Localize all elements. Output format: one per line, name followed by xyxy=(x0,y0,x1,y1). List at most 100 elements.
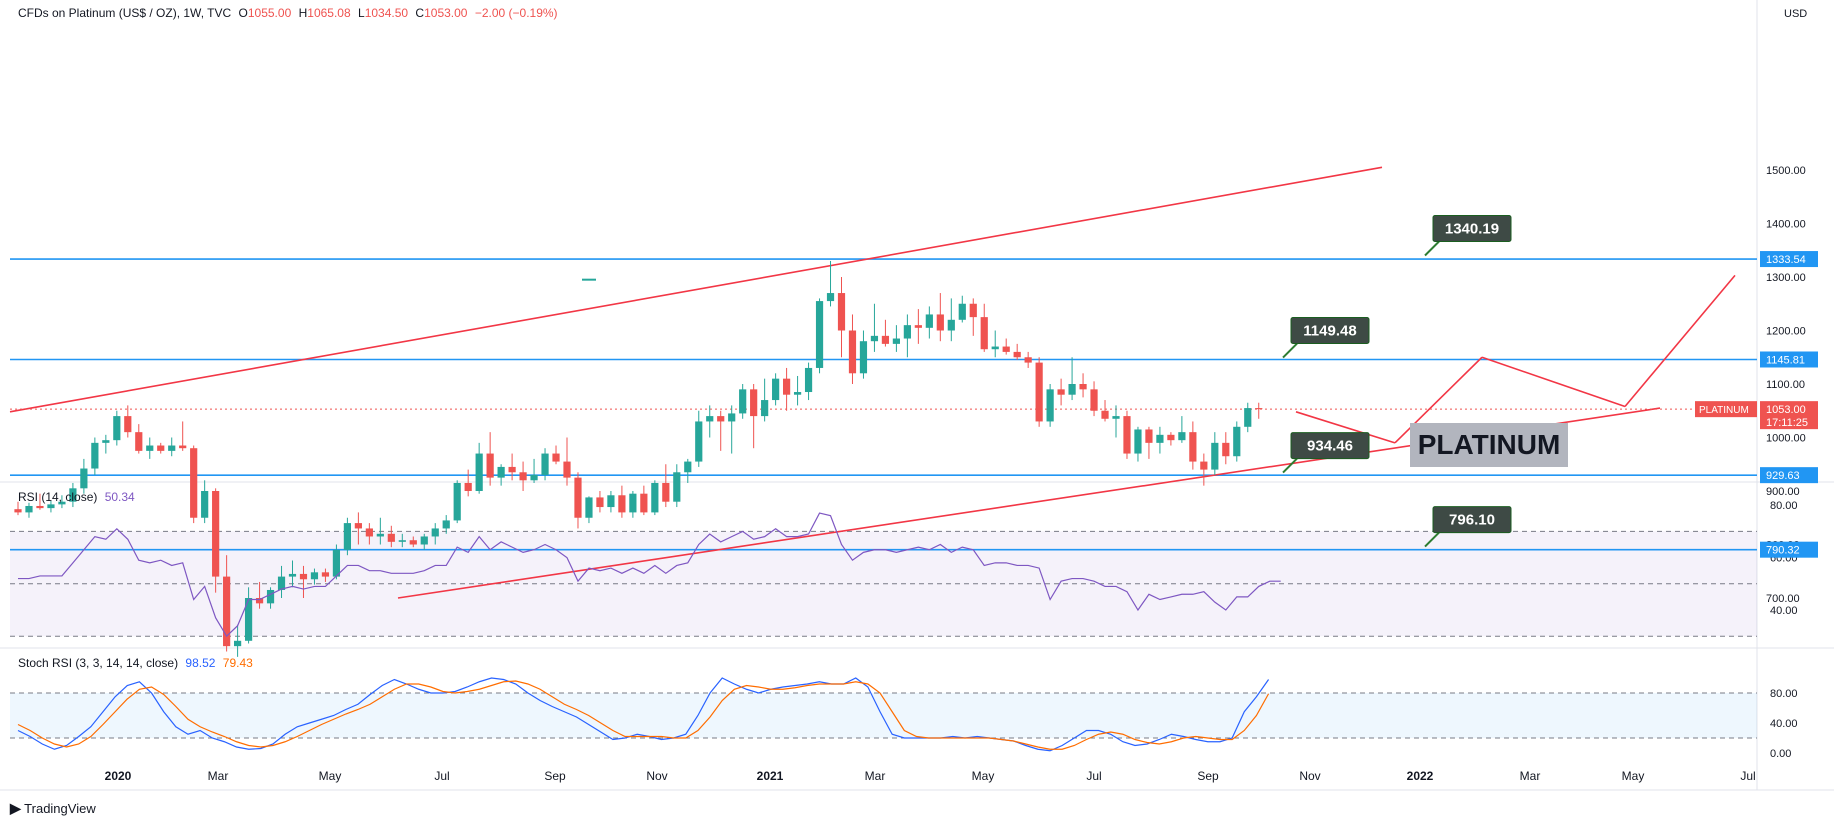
candle-body xyxy=(157,445,165,451)
candle-body xyxy=(859,341,868,374)
candle-body xyxy=(1145,429,1153,443)
tradingview-logo[interactable]: ▶ TradingView xyxy=(10,800,96,817)
candle-body xyxy=(1035,362,1043,422)
last-price-tag xyxy=(1760,401,1818,430)
candle-body xyxy=(1068,384,1076,395)
time-tick-label: Jul xyxy=(1086,769,1101,783)
candle-body xyxy=(14,509,22,513)
candle-body xyxy=(475,453,483,491)
price-tick-label: 1000.00 xyxy=(1766,433,1806,445)
candle-body xyxy=(1189,432,1197,462)
candle-body xyxy=(201,491,209,518)
candle-body xyxy=(673,472,681,502)
projection-line xyxy=(1624,274,1736,407)
candle-body xyxy=(980,317,988,350)
channel-upper-line xyxy=(9,166,1383,413)
candle-body xyxy=(804,367,813,393)
candle-body xyxy=(146,445,154,451)
stoch-k-line xyxy=(17,677,1270,752)
price-callouts[interactable]: 1340.19 1149.48 934.46 796.10 PLATINUM xyxy=(1282,214,1568,548)
time-tick-label: May xyxy=(319,769,342,783)
candle-body xyxy=(991,346,999,350)
candle-body xyxy=(936,314,944,331)
candle-body xyxy=(793,392,802,395)
candle-body xyxy=(113,416,121,441)
time-tick-label: Mar xyxy=(208,769,229,783)
rsi-legend: RSI (14, close) 50.34 xyxy=(18,490,139,504)
candle-body xyxy=(47,504,55,509)
stoch-legend: Stoch RSI (3, 3, 14, 14, close) 98.52 79… xyxy=(18,656,257,670)
symbol-name-tag-text: PLATINUM xyxy=(1699,405,1749,416)
time-tick-label: Jul xyxy=(1740,769,1755,783)
candle-body xyxy=(1046,389,1054,422)
close-value: 1053.00 xyxy=(424,6,468,20)
candle-body xyxy=(343,523,351,550)
candle-body xyxy=(420,536,428,545)
candle-body xyxy=(1013,351,1021,358)
projection-line xyxy=(1481,356,1626,408)
time-tick-label: Mar xyxy=(865,769,886,783)
candle-body xyxy=(684,461,692,473)
rsi-series xyxy=(18,512,1281,638)
candle-body xyxy=(1244,408,1252,427)
candle-body xyxy=(464,482,472,491)
candle-body xyxy=(223,576,231,647)
candle-body xyxy=(25,505,33,513)
candle-body xyxy=(1156,434,1164,443)
price-axis[interactable]: 1500.00 1400.00 1300.00 1200.00 1100.00 1000.… xyxy=(1695,165,1818,760)
candle-body xyxy=(596,497,604,508)
change-value: −2.00 (−0.19%) xyxy=(474,6,558,20)
candle-body xyxy=(519,472,527,481)
time-axis[interactable]: 2020 Mar May Jul Sep Nov 2021 Mar May Jul Sep Nov 20… xyxy=(105,769,1756,783)
candle-body xyxy=(497,466,505,478)
rsi-tick-label: 80.00 xyxy=(1770,500,1798,512)
symbol-name-tag xyxy=(1695,401,1757,418)
candle-body xyxy=(168,445,176,451)
stoch-tick-label: 0.00 xyxy=(1770,748,1791,760)
candle-body xyxy=(717,416,725,422)
level-price-tag xyxy=(1760,467,1818,484)
low-label: L xyxy=(358,6,365,20)
candle-body xyxy=(124,416,132,433)
candle-body xyxy=(1101,410,1109,419)
stoch-d-value: 79.43 xyxy=(222,656,253,670)
horizontal-levels[interactable] xyxy=(10,258,1757,551)
candle-body xyxy=(925,314,933,328)
candle-body xyxy=(1057,389,1065,395)
candle-body xyxy=(958,303,966,320)
candle-body xyxy=(739,389,747,414)
candle-body xyxy=(212,491,220,577)
low-value: 1034.50 xyxy=(364,6,409,20)
candle-body xyxy=(1233,426,1241,457)
candle-body xyxy=(1112,416,1120,419)
candle-body xyxy=(541,453,549,475)
callout-box xyxy=(1432,214,1512,242)
candle-body xyxy=(1002,346,1010,352)
candle-body xyxy=(354,523,362,529)
candle-body xyxy=(277,576,286,590)
time-tick-label: Nov xyxy=(1299,769,1320,783)
price-tick-label: 1400.00 xyxy=(1766,219,1806,231)
candle-body xyxy=(530,474,538,481)
time-tick-label: Sep xyxy=(1197,769,1219,783)
candle-body xyxy=(761,400,769,417)
candle-body xyxy=(1255,408,1263,410)
countdown-text: 17:11:25 xyxy=(1766,417,1808,429)
candle-body xyxy=(102,440,110,443)
indicator-bands xyxy=(10,530,1757,739)
candle-body xyxy=(585,497,593,518)
candle-body xyxy=(398,540,406,542)
candle-body xyxy=(299,573,308,580)
level-price-tag xyxy=(1760,541,1818,558)
candle-body xyxy=(1222,442,1230,457)
open-label: O xyxy=(238,6,248,20)
candle-body xyxy=(629,493,637,513)
high-label: H xyxy=(298,6,308,20)
candle-body xyxy=(376,533,384,537)
candle-body xyxy=(607,495,615,508)
main-legend: CFDs on Platinum (US$ / OZ), 1W, TVC O10… xyxy=(18,6,562,20)
candle-body xyxy=(662,482,670,502)
stoch-rsi-series xyxy=(17,677,1270,752)
candle-body xyxy=(442,520,450,529)
